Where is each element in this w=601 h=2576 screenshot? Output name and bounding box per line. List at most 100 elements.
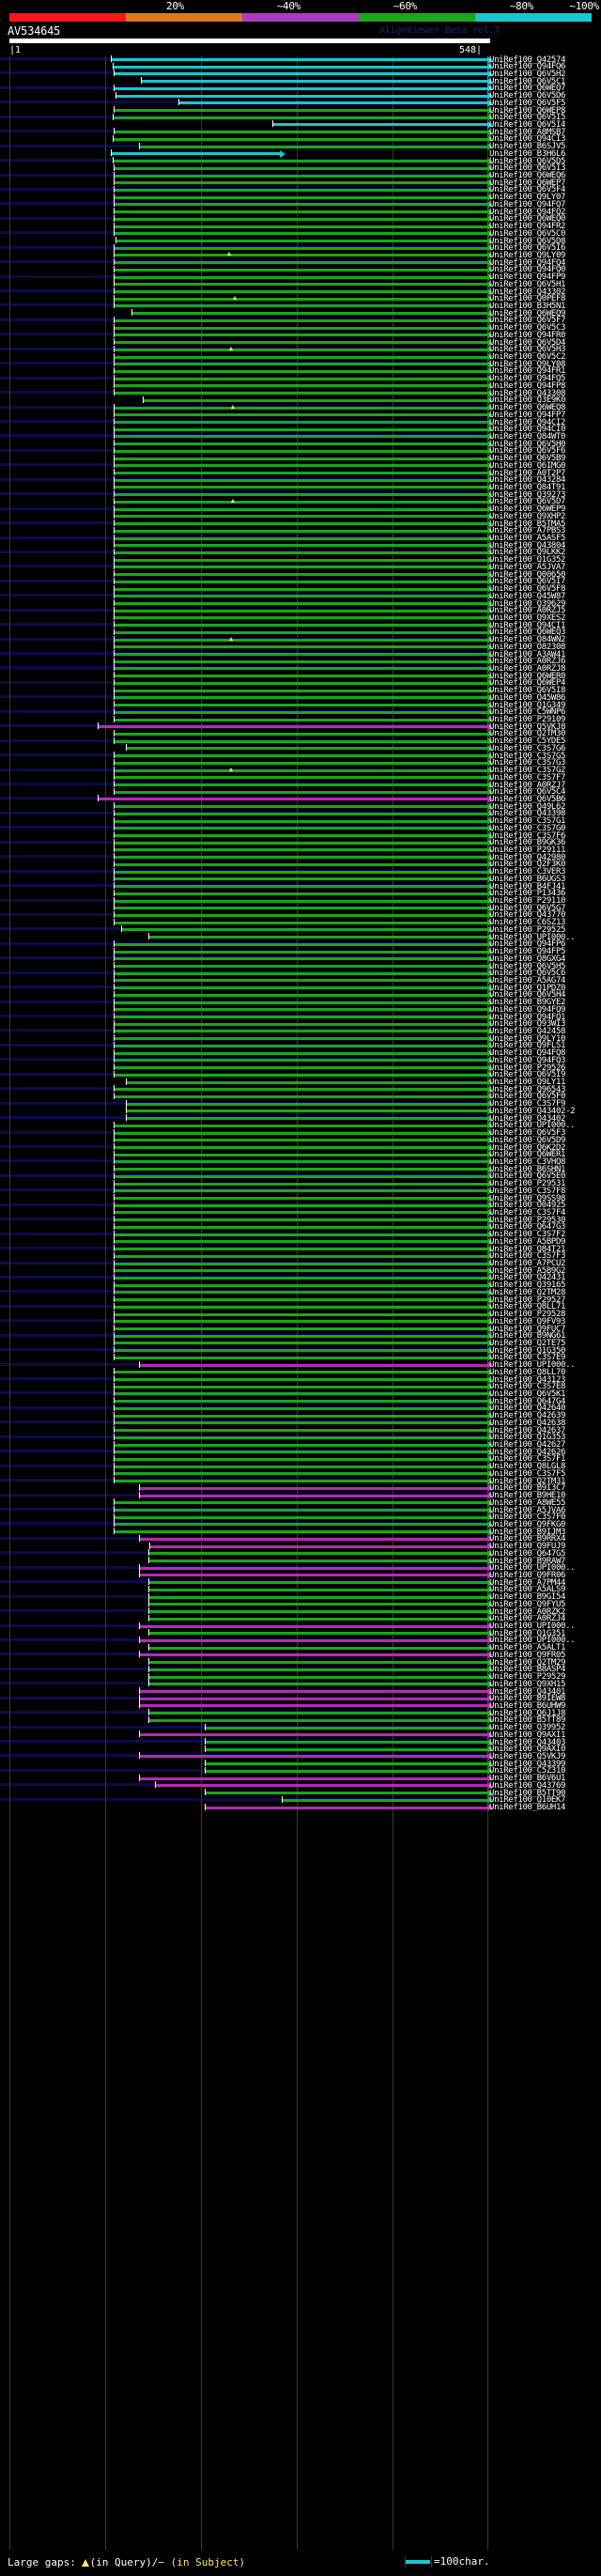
hit-label[interactable]: UniRef100_Q94FQ9 [489, 1004, 566, 1015]
hit-bar[interactable] [114, 208, 493, 216]
hit-row[interactable]: UniRef100_Q94FQ6 [0, 62, 601, 71]
hit-row[interactable]: UniRef100_P29528 [0, 1310, 601, 1319]
hit-bar[interactable] [114, 1237, 493, 1246]
hit-bar[interactable] [114, 1071, 493, 1079]
hit-row[interactable]: UniRef100_B8ASP4 [0, 1665, 601, 1674]
hit-bar[interactable] [114, 1274, 493, 1282]
hit-label[interactable]: UniRef100_Q43403 [489, 1737, 566, 1747]
hit-label[interactable]: UniRef100_P29529 [489, 1672, 566, 1683]
hit-label[interactable]: UniRef100_Q10EK7 [489, 1795, 566, 1806]
hit-label[interactable]: UniRef100_A8MSB7 [489, 127, 566, 137]
hit-bar[interactable] [148, 1615, 493, 1623]
hit-row[interactable]: UniRef100_Q9LY08 [0, 360, 601, 368]
hit-bar[interactable] [114, 389, 493, 397]
hit-row[interactable]: UniRef100_Q6V5B9 [0, 454, 601, 463]
hit-bar[interactable] [114, 266, 493, 274]
hit-label[interactable]: UniRef100_B5TT90 [489, 1788, 566, 1798]
hit-row[interactable]: UniRef100_Q10EK7 [0, 1795, 601, 1806]
hit-label[interactable]: UniRef100_B9HE10 [489, 1491, 566, 1501]
hit-bar[interactable] [114, 128, 493, 136]
hit-bar[interactable] [114, 1049, 493, 1058]
hit-label[interactable]: UniRef100_Q6V5D8 [489, 236, 566, 246]
hit-bar[interactable] [114, 549, 493, 557]
hit-label[interactable]: UniRef100_Q43769 [489, 1780, 566, 1791]
hit-bar[interactable] [114, 1455, 493, 1464]
hit-label[interactable]: UniRef100_Q6V5I9 [489, 1070, 566, 1080]
hit-bar[interactable] [205, 1767, 493, 1776]
hit-bar[interactable] [205, 1760, 493, 1768]
hit-bar[interactable] [114, 1122, 493, 1130]
hit-label[interactable]: UniRef100_Q6V5F0 [489, 1092, 566, 1102]
hit-label[interactable]: UniRef100_C3S7G2 [489, 766, 566, 776]
hit-bar[interactable] [114, 1325, 493, 1333]
hit-bar[interactable] [205, 1789, 493, 1797]
hit-row[interactable]: UniRef100_A5ALT1 [0, 1643, 601, 1653]
hit-label[interactable]: UniRef100_B4FJ41 [489, 881, 566, 892]
hit-label[interactable]: UniRef100_O04925 [489, 1201, 566, 1211]
hit-row[interactable]: UniRef100_Q6V5F4 [0, 185, 601, 194]
hit-bar[interactable] [205, 1738, 493, 1746]
hit-label[interactable]: UniRef100_Q43308 [489, 388, 566, 398]
hit-row[interactable]: UniRef100_Q647G4 [0, 1397, 601, 1405]
hit-row[interactable]: UniRef100_Q43401 [0, 1687, 601, 1696]
hit-row[interactable]: UniRef100_Q6WEP4 [0, 678, 601, 688]
hit-label[interactable]: UniRef100_B9NG61 [489, 1331, 566, 1342]
hit-row[interactable]: UniRef100_C3S7G5 [0, 752, 601, 760]
hit-row[interactable]: UniRef100_Q6V5D8 [0, 236, 601, 246]
hit-row[interactable]: UniRef100_Q94FR2 [0, 222, 601, 231]
hit-label[interactable]: UniRef100_Q45W87 [489, 591, 566, 601]
hit-bar[interactable] [139, 1651, 493, 1659]
hit-label[interactable]: UniRef100_Q6V5F8 [489, 584, 566, 595]
hit-row[interactable]: UniRef100_Q94FQ1 [0, 1013, 601, 1021]
hit-bar[interactable] [114, 613, 493, 622]
hit-bar[interactable] [205, 1724, 493, 1732]
hit-row[interactable]: UniRef100_C5Z310 [0, 1766, 601, 1776]
hit-label[interactable]: UniRef100_Q2TM31 [489, 1476, 566, 1486]
hit-row[interactable]: UniRef100_Q43804 [0, 541, 601, 550]
hit-label[interactable]: UniRef100_A5AG74 [489, 975, 566, 985]
hit-bar[interactable] [114, 948, 493, 956]
hit-bar[interactable] [98, 722, 493, 731]
hit-row[interactable]: UniRef100_P29526 [0, 1063, 601, 1072]
hit-label[interactable]: UniRef100_Q42627 [489, 1440, 566, 1451]
hit-row[interactable]: UniRef100_Q3E9K0 [0, 396, 601, 405]
hit-row[interactable]: UniRef100_Q6WER1 [0, 1150, 601, 1159]
hit-bar[interactable] [114, 411, 493, 419]
hit-label[interactable]: UniRef100_Q6V5I3 [489, 163, 566, 174]
hit-label[interactable]: UniRef100_C3S7E9 [489, 1353, 566, 1363]
hit-bar[interactable] [114, 636, 493, 644]
hit-row[interactable]: UniRef100_C3VHQ8 [0, 1157, 601, 1166]
hit-label[interactable]: UniRef100_Q00650 [489, 569, 566, 580]
hit-label[interactable]: UniRef100_A5ALS9 [489, 1585, 566, 1595]
hit-label[interactable]: UniRef100_A5ASF5 [489, 534, 566, 544]
hit-label[interactable]: UniRef100_Q9LY07 [489, 193, 566, 203]
hit-bar[interactable] [114, 418, 493, 427]
hit-label[interactable]: UniRef100_A0RZJ7 [489, 780, 566, 790]
hit-row[interactable]: UniRef100_B9HE10 [0, 1491, 601, 1501]
hit-bar[interactable] [114, 999, 493, 1007]
hit-label[interactable]: UniRef100_Q94CI3 [489, 134, 566, 145]
hit-bar[interactable] [148, 1593, 493, 1602]
hit-bar[interactable] [114, 106, 493, 115]
hit-label[interactable]: UniRef100_C3S7F8 [489, 1186, 566, 1196]
hit-label[interactable]: UniRef100_Q9LY11 [489, 1078, 566, 1088]
hit-label[interactable]: UniRef100_A5JVA7 [489, 562, 566, 572]
hit-bar[interactable] [114, 788, 493, 797]
hit-row[interactable]: UniRef100_B3H5N1 [0, 302, 601, 310]
hit-bar[interactable] [114, 897, 493, 906]
hit-row[interactable]: UniRef100_A0T2P7 [0, 469, 601, 477]
hit-label[interactable]: UniRef100_P13436 [489, 889, 566, 899]
hit-bar[interactable] [114, 687, 493, 695]
hit-row[interactable]: UniRef100_Q6V5H3 [0, 345, 601, 354]
hit-row[interactable]: UniRef100_Q6V5C3 [0, 323, 601, 333]
hit-bar[interactable] [114, 287, 493, 296]
hit-label[interactable]: UniRef100_Q9LY10 [489, 1033, 566, 1044]
hit-bar[interactable] [114, 1317, 493, 1326]
hit-bar[interactable] [114, 853, 493, 861]
hit-bar[interactable] [114, 643, 493, 651]
hit-row[interactable]: UniRef100_UPI000.. [0, 1622, 601, 1631]
hit-label[interactable]: UniRef100_B9RRX4 [489, 1534, 566, 1544]
hit-bar[interactable] [114, 1180, 493, 1188]
hit-row[interactable]: UniRef100_Q43284 [0, 475, 601, 485]
hit-label[interactable]: UniRef100_Q6J1J8 [489, 1708, 566, 1718]
